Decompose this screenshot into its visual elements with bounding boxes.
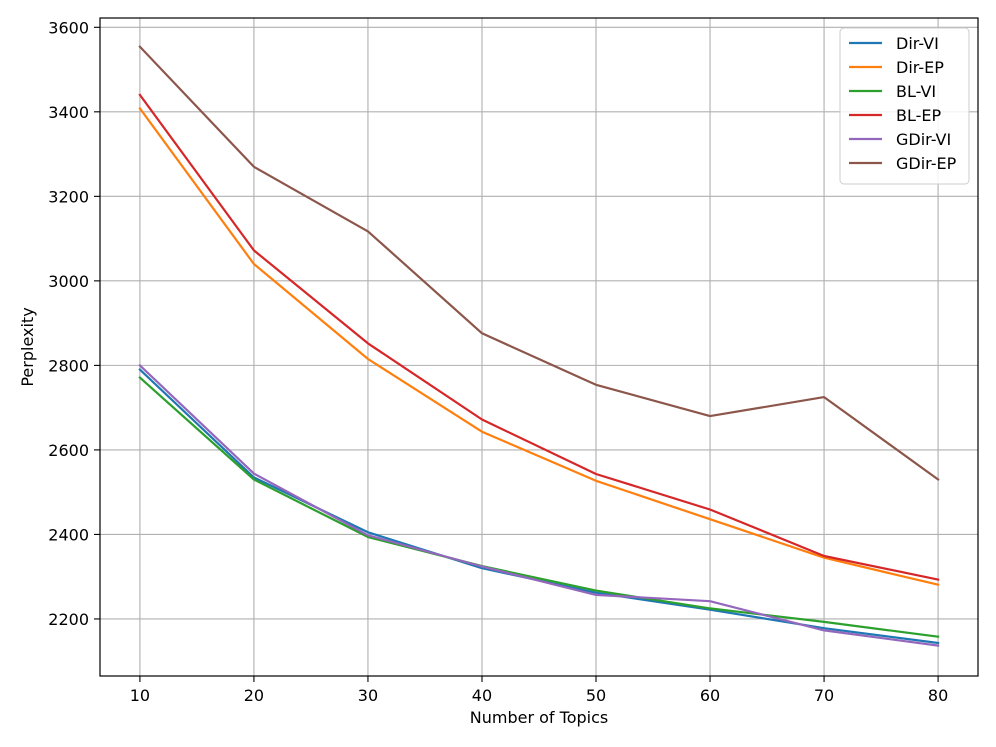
y-tick-label: 2600 — [48, 441, 89, 460]
legend: Dir-VI Dir-EP BL-VI BL-EP GDir-VI GDir-EP — [839, 27, 970, 185]
y-tick-label: 2400 — [48, 525, 89, 544]
plot-frame — [99, 17, 979, 677]
y-tick-label: 3000 — [48, 272, 89, 291]
x-axis-ticks: 10 20 30 40 50 60 70 80 — [130, 676, 948, 705]
x-tick-label: 10 — [130, 686, 150, 705]
x-tick-label: 80 — [928, 686, 948, 705]
y-axis-ticks: 2200 2400 2600 2800 3000 3200 3400 3600 — [48, 18, 100, 629]
x-tick-label: 70 — [814, 686, 834, 705]
series-lines — [138, 45, 940, 647]
x-axis-label: Number of Topics — [470, 708, 608, 727]
legend-label: GDir-VI — [896, 130, 951, 149]
y-tick-label: 3200 — [48, 187, 89, 206]
legend-label: Dir-VI — [896, 34, 939, 53]
legend-label: BL-EP — [896, 106, 941, 125]
x-tick-label: 40 — [472, 686, 492, 705]
series-line-bl-ep — [138, 93, 940, 581]
x-tick-label: 20 — [244, 686, 264, 705]
y-tick-label: 3400 — [48, 103, 89, 122]
series-line-gdir-ep — [138, 45, 940, 482]
y-tick-label: 2200 — [48, 610, 89, 629]
x-tick-label: 60 — [700, 686, 720, 705]
series-line-bl-vi — [138, 376, 940, 638]
legend-label: Dir-EP — [896, 58, 944, 77]
grid-lines — [100, 18, 978, 676]
y-axis-label: Perplexity — [18, 307, 37, 386]
series-line-dir-ep — [138, 106, 940, 587]
legend-label: GDir-EP — [896, 154, 957, 173]
y-tick-label: 3600 — [48, 18, 89, 37]
legend-label: BL-VI — [896, 82, 936, 101]
x-tick-label: 50 — [586, 686, 606, 705]
x-tick-label: 30 — [358, 686, 378, 705]
y-tick-label: 2800 — [48, 356, 89, 375]
series-line-dir-vi — [138, 368, 940, 645]
series-line-gdir-vi — [138, 363, 940, 647]
